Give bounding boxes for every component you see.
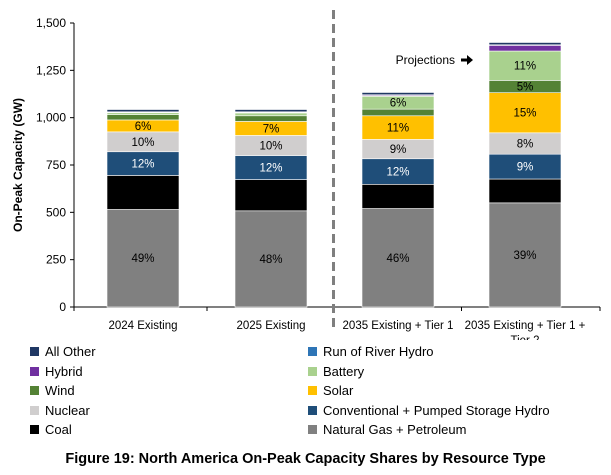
bar-segment [106, 114, 180, 121]
legend-swatch [308, 405, 317, 415]
y-tick-label: 500 [46, 205, 66, 219]
legend-label: Run of River Hydro [323, 344, 434, 359]
legend-swatch [308, 366, 317, 376]
bar-segment [488, 153, 562, 180]
legend-label: Hybrid [45, 363, 83, 379]
x-category-label: 2025 Existing [236, 320, 305, 332]
arrow-shaft [461, 58, 468, 62]
data-label: 11% [514, 61, 536, 73]
legend-item: Wind [30, 383, 75, 398]
bar-segment [488, 178, 562, 204]
bar-segment [234, 210, 308, 308]
legend-label: Conventional + Pumped Storage Hydro [323, 402, 550, 418]
legend-item: All Other [30, 344, 96, 359]
legend-swatch [308, 425, 317, 434]
x-category-label: 2035 Existing + Tier 1 + [465, 320, 586, 332]
data-label: 46% [386, 253, 409, 265]
bar-segment [361, 92, 435, 96]
legend-item: Solar [308, 383, 353, 398]
legend-swatch [308, 347, 317, 356]
x-category-label: Tier 2 [511, 335, 540, 340]
data-label: 6% [390, 98, 407, 110]
bar-segment [488, 42, 562, 46]
legend-item: Conventional + Pumped Storage Hydro [308, 403, 550, 418]
legend-item: Nuclear [30, 403, 90, 418]
y-axis-title: On-Peak Capacity (GW) [11, 98, 25, 232]
data-label: 49% [131, 253, 154, 265]
bar-segment [361, 208, 435, 308]
legend-label: Natural Gas + Petroleum [323, 422, 467, 437]
data-label: 10% [131, 137, 154, 149]
legend-swatch [30, 366, 39, 376]
bar-segment [234, 112, 308, 117]
projections-annotation: Projections [396, 53, 455, 67]
legend-item: Run of River Hydro [308, 344, 434, 359]
legend-item: Battery [308, 364, 364, 379]
bar-segment [234, 179, 308, 212]
bar-segment [361, 158, 435, 185]
stacked-bar-chart: 0 250 500 750 1,000 1,250 1,500 On-Peak Capacit… [11, 10, 601, 340]
legend-item: Coal [30, 422, 72, 437]
legend-swatch [30, 347, 39, 356]
bar-segment [361, 184, 435, 209]
data-label: 15% [513, 108, 536, 120]
legend-label: Battery [323, 363, 365, 379]
data-label: 9% [517, 162, 534, 174]
bar-segment [234, 155, 308, 180]
data-label: 12% [386, 167, 409, 179]
data-label: 39% [513, 250, 536, 262]
data-label: 7% [263, 123, 280, 135]
y-tick-label: 250 [46, 253, 66, 267]
figure-caption: Figure 19: North America On-Peak Capacit… [65, 451, 546, 467]
data-label: 6% [135, 121, 152, 133]
arrow-right-icon [461, 55, 473, 65]
legend-swatch [30, 405, 39, 415]
bar-segment [106, 109, 180, 113]
bar-segment [488, 92, 562, 134]
y-tick-label: 1,250 [36, 63, 66, 77]
y-tick-label: 1,000 [36, 111, 66, 125]
bar-segment [106, 175, 180, 210]
data-label: 11% [387, 123, 409, 135]
x-category-label: 2035 Existing + Tier 1 [343, 320, 454, 332]
data-label: 8% [517, 139, 534, 151]
bar-segment [361, 108, 435, 117]
y-tick-label: 0 [59, 300, 66, 314]
x-category-label: 2024 Existing [108, 320, 177, 332]
legend-label: Wind [45, 383, 75, 398]
y-tick-label: 1,500 [36, 16, 66, 30]
bar-segment [488, 45, 562, 52]
legend-item: Natural Gas + Petroleum [308, 422, 466, 437]
legend-swatch [30, 386, 39, 395]
legend-swatch [30, 425, 39, 434]
arrow-head [467, 55, 473, 65]
data-label: 48% [259, 254, 282, 266]
legend-item: Hybrid [30, 364, 83, 379]
data-label: 5% [517, 82, 534, 94]
legend-label: Coal [45, 422, 72, 437]
data-label: 10% [259, 140, 282, 152]
bar-segment [234, 115, 308, 122]
legend-label: All Other [45, 344, 96, 359]
y-tick-label: 750 [46, 158, 66, 172]
legend-swatch [308, 386, 317, 395]
data-label: 12% [259, 163, 282, 175]
legend-label: Nuclear [45, 402, 90, 418]
legend-label: Solar [323, 383, 354, 398]
data-label: 12% [131, 159, 154, 171]
bar-segment [106, 209, 180, 308]
bar-segment [234, 109, 308, 113]
data-label: 9% [390, 144, 407, 156]
